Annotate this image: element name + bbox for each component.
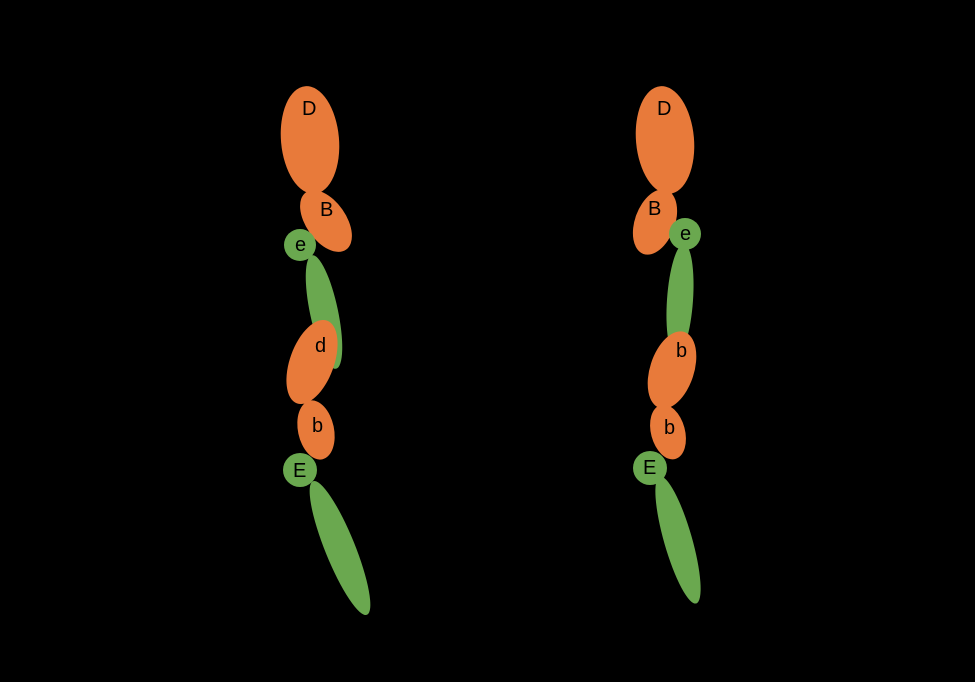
label-e-circle: e — [295, 234, 306, 256]
group-right: DBebbE — [625, 84, 710, 608]
label-B-ellipse-r: B — [648, 198, 661, 220]
label-E-circle: E — [293, 460, 306, 482]
green-stem-lower — [299, 476, 381, 621]
green-stem-lower-r — [646, 473, 709, 608]
label-D-ellipse-r: D — [657, 98, 671, 120]
label-E-circle-r: E — [643, 457, 656, 479]
group-left: D Be d b E — [276, 84, 381, 621]
label-b-upper-ellipse-r: b — [676, 340, 687, 362]
b-upper-ellipse-r — [639, 325, 706, 415]
label-b-ellipse: b — [312, 415, 323, 437]
label-d-ellipse: d — [315, 335, 326, 357]
label-B-ellipse: B — [320, 199, 333, 221]
label-D-ellipse: D — [302, 98, 316, 120]
label-b-lower-ellipse-r: b — [664, 417, 675, 439]
label-e-circle-r: e — [680, 223, 691, 245]
diagram-canvas: DBedbEDBebbE — [0, 0, 975, 682]
